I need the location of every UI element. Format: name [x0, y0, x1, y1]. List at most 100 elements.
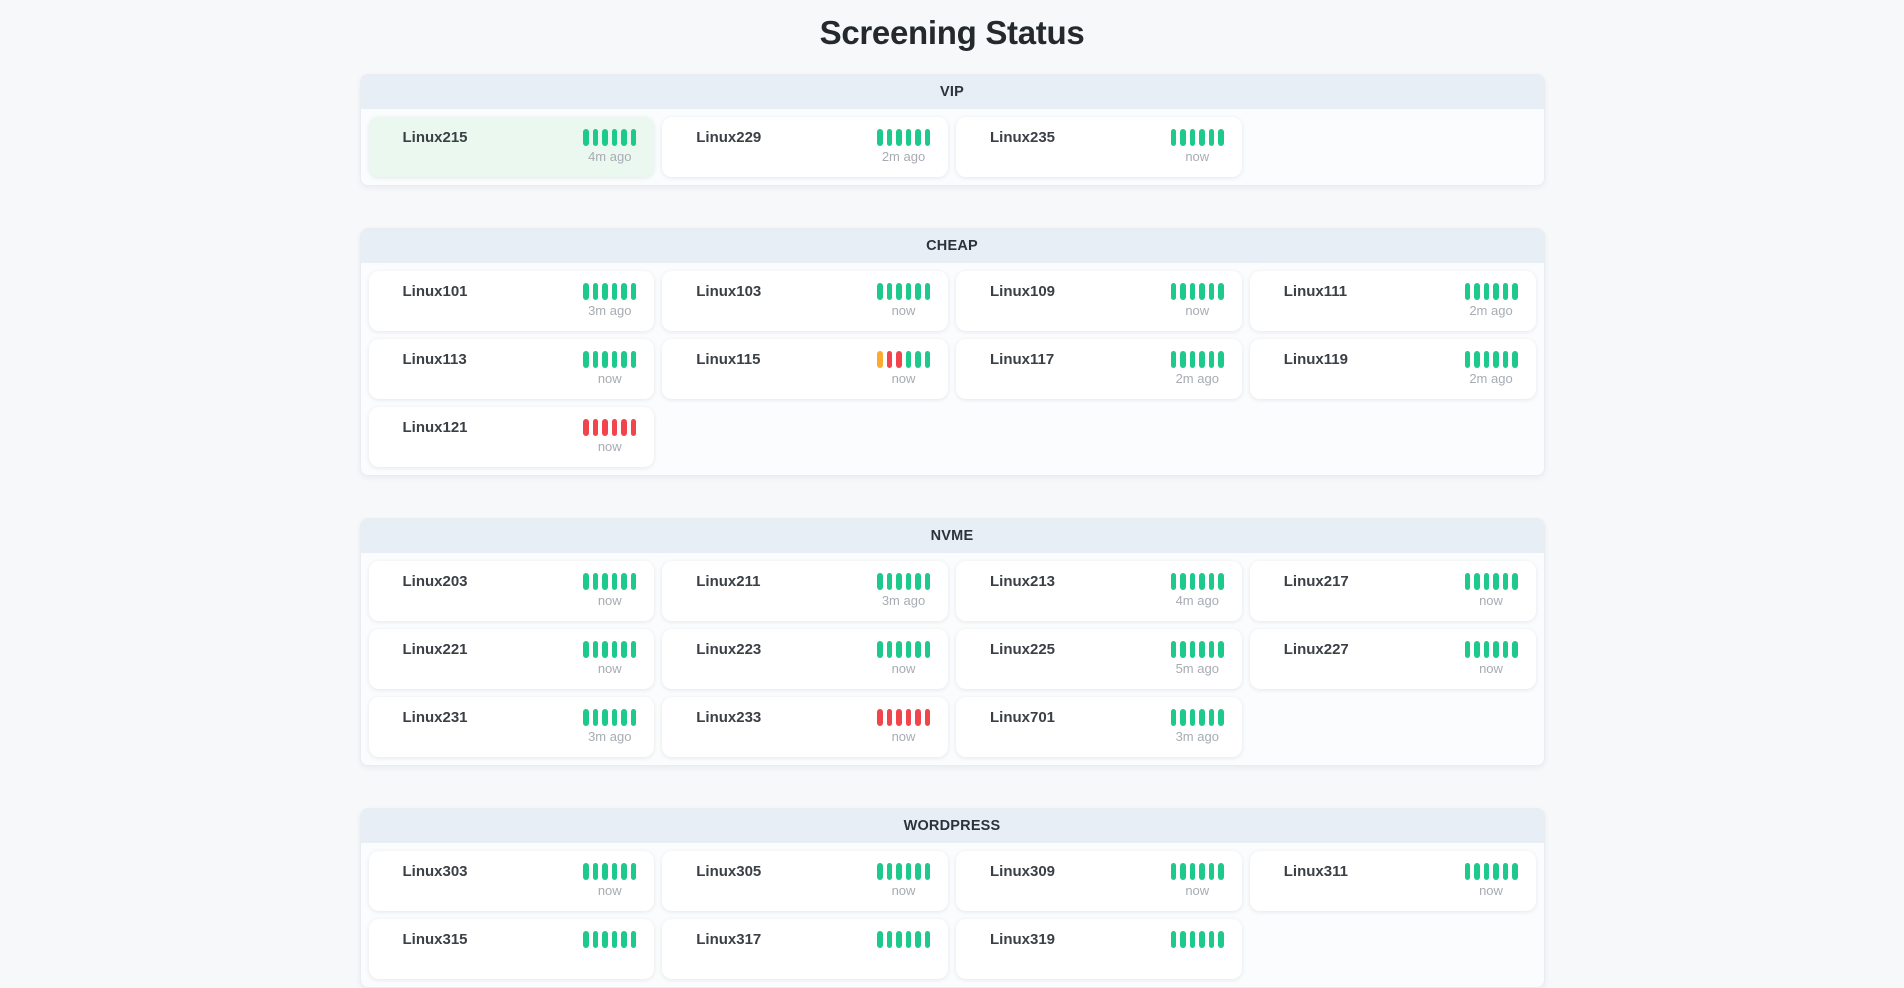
- status-bar-segment: [924, 129, 930, 146]
- status-block: 4m ago: [583, 129, 637, 164]
- status-bar-segment: [915, 709, 921, 726]
- status-block: now: [583, 863, 637, 898]
- server-name: Linux319: [990, 931, 1056, 948]
- server-card[interactable]: Linux309 now: [956, 851, 1242, 911]
- status-bar-segment: [1180, 709, 1186, 726]
- status-bar-segment: [1170, 641, 1177, 658]
- server-card[interactable]: Linux213 4m ago: [956, 561, 1242, 621]
- status-bar-segment: [1502, 573, 1508, 590]
- server-card[interactable]: Linux231 3m ago: [368, 697, 655, 757]
- server-card[interactable]: Linux121 now: [368, 407, 655, 467]
- status-bar-segment: [1199, 709, 1205, 726]
- status-bar-segment: [1189, 283, 1196, 300]
- server-card[interactable]: Linux111 2m ago: [1249, 271, 1536, 331]
- last-checked-time: now: [1185, 303, 1210, 318]
- status-bar-segment: [1218, 863, 1224, 880]
- status-bar-segment: [886, 931, 892, 948]
- status-bar-segment: [915, 283, 921, 300]
- server-card[interactable]: Linux235 now: [956, 117, 1242, 177]
- status-bar-segment: [905, 351, 911, 368]
- server-card[interactable]: Linux319: [956, 919, 1242, 979]
- status-bars: [583, 573, 637, 590]
- status-bar-segment: [592, 863, 599, 880]
- server-card[interactable]: Linux215 4m ago: [368, 117, 655, 177]
- status-bar-segment: [583, 573, 589, 590]
- status-bars: [583, 419, 637, 436]
- status-bars: [1170, 573, 1224, 590]
- status-bar-segment: [915, 351, 921, 368]
- status-bar-segment: [1189, 641, 1196, 658]
- server-card[interactable]: Linux221 now: [368, 629, 655, 689]
- status-bars: [1464, 283, 1518, 300]
- status-bar-segment: [1512, 283, 1518, 300]
- status-bar-segment: [583, 641, 589, 658]
- server-card[interactable]: Linux211 3m ago: [662, 561, 948, 621]
- server-card[interactable]: Linux103 now: [662, 271, 948, 331]
- status-bar-segment: [630, 931, 637, 948]
- status-bars: [1170, 129, 1224, 146]
- last-checked-time: now: [597, 883, 622, 898]
- status-bar-segment: [1493, 573, 1499, 590]
- server-card[interactable]: Linux305 now: [662, 851, 948, 911]
- status-bar-segment: [1189, 931, 1196, 948]
- status-bar-segment: [1218, 351, 1224, 368]
- server-card[interactable]: Linux109 now: [956, 271, 1242, 331]
- status-bars: [1170, 641, 1224, 658]
- last-checked-time: 3m ago: [588, 303, 632, 318]
- server-name: Linux225: [990, 641, 1056, 658]
- status-bar-segment: [1512, 863, 1518, 880]
- server-card[interactable]: Linux303 now: [368, 851, 655, 911]
- server-card[interactable]: Linux315: [368, 919, 655, 979]
- server-card[interactable]: Linux119 2m ago: [1249, 339, 1536, 399]
- status-bar-segment: [1483, 573, 1489, 590]
- server-card[interactable]: Linux701 3m ago: [956, 697, 1242, 757]
- status-bars: [877, 573, 930, 590]
- server-card[interactable]: Linux317: [662, 919, 948, 979]
- last-checked-time: now: [891, 303, 916, 318]
- status-bar-segment: [592, 641, 599, 658]
- server-card[interactable]: Linux227 now: [1249, 629, 1536, 689]
- status-block: 3m ago: [583, 709, 637, 744]
- status-bar-segment: [1208, 283, 1215, 300]
- status-bar-segment: [886, 641, 892, 658]
- status-bar-segment: [1512, 573, 1518, 590]
- server-name: Linux111: [1283, 283, 1348, 300]
- server-name: Linux117: [990, 351, 1055, 368]
- status-bar-segment: [1180, 283, 1186, 300]
- status-section: WORDPRESS Linux303 now Linux305 now Linu…: [359, 808, 1545, 988]
- status-bar-segment: [1474, 351, 1480, 368]
- server-card[interactable]: Linux225 5m ago: [956, 629, 1242, 689]
- status-block: 2m ago: [1464, 283, 1518, 318]
- server-card[interactable]: Linux113 now: [368, 339, 655, 399]
- section-grid: Linux101 3m ago Linux103 now Linux109 no…: [361, 263, 1544, 475]
- status-bar-segment: [592, 573, 599, 590]
- server-card[interactable]: Linux117 2m ago: [956, 339, 1242, 399]
- server-name: Linux113: [402, 351, 467, 368]
- server-card[interactable]: Linux223 now: [662, 629, 948, 689]
- status-bar-segment: [1170, 573, 1177, 590]
- last-checked-time: now: [1185, 149, 1210, 164]
- status-bar-segment: [611, 573, 618, 590]
- status-bar-segment: [1208, 863, 1215, 880]
- status-bar-segment: [583, 351, 589, 368]
- status-bar-segment: [592, 419, 599, 436]
- status-bar-segment: [621, 863, 627, 880]
- server-card[interactable]: Linux217 now: [1249, 561, 1536, 621]
- server-card[interactable]: Linux101 3m ago: [368, 271, 655, 331]
- status-bar-segment: [1199, 641, 1205, 658]
- status-block: now: [1464, 863, 1518, 898]
- server-card[interactable]: Linux203 now: [368, 561, 655, 621]
- status-bar-segment: [915, 129, 921, 146]
- server-card[interactable]: Linux311 now: [1249, 851, 1536, 911]
- server-name: Linux215: [402, 129, 468, 146]
- server-card[interactable]: Linux115 now: [662, 339, 948, 399]
- server-card[interactable]: Linux229 2m ago: [662, 117, 948, 177]
- status-bars: [583, 351, 637, 368]
- server-name: Linux221: [402, 641, 468, 658]
- status-bar-segment: [621, 709, 627, 726]
- status-block: now: [877, 641, 930, 676]
- server-name: Linux233: [696, 709, 762, 726]
- status-bar-segment: [602, 283, 608, 300]
- server-card[interactable]: Linux233 now: [662, 697, 948, 757]
- status-bar-segment: [1208, 351, 1215, 368]
